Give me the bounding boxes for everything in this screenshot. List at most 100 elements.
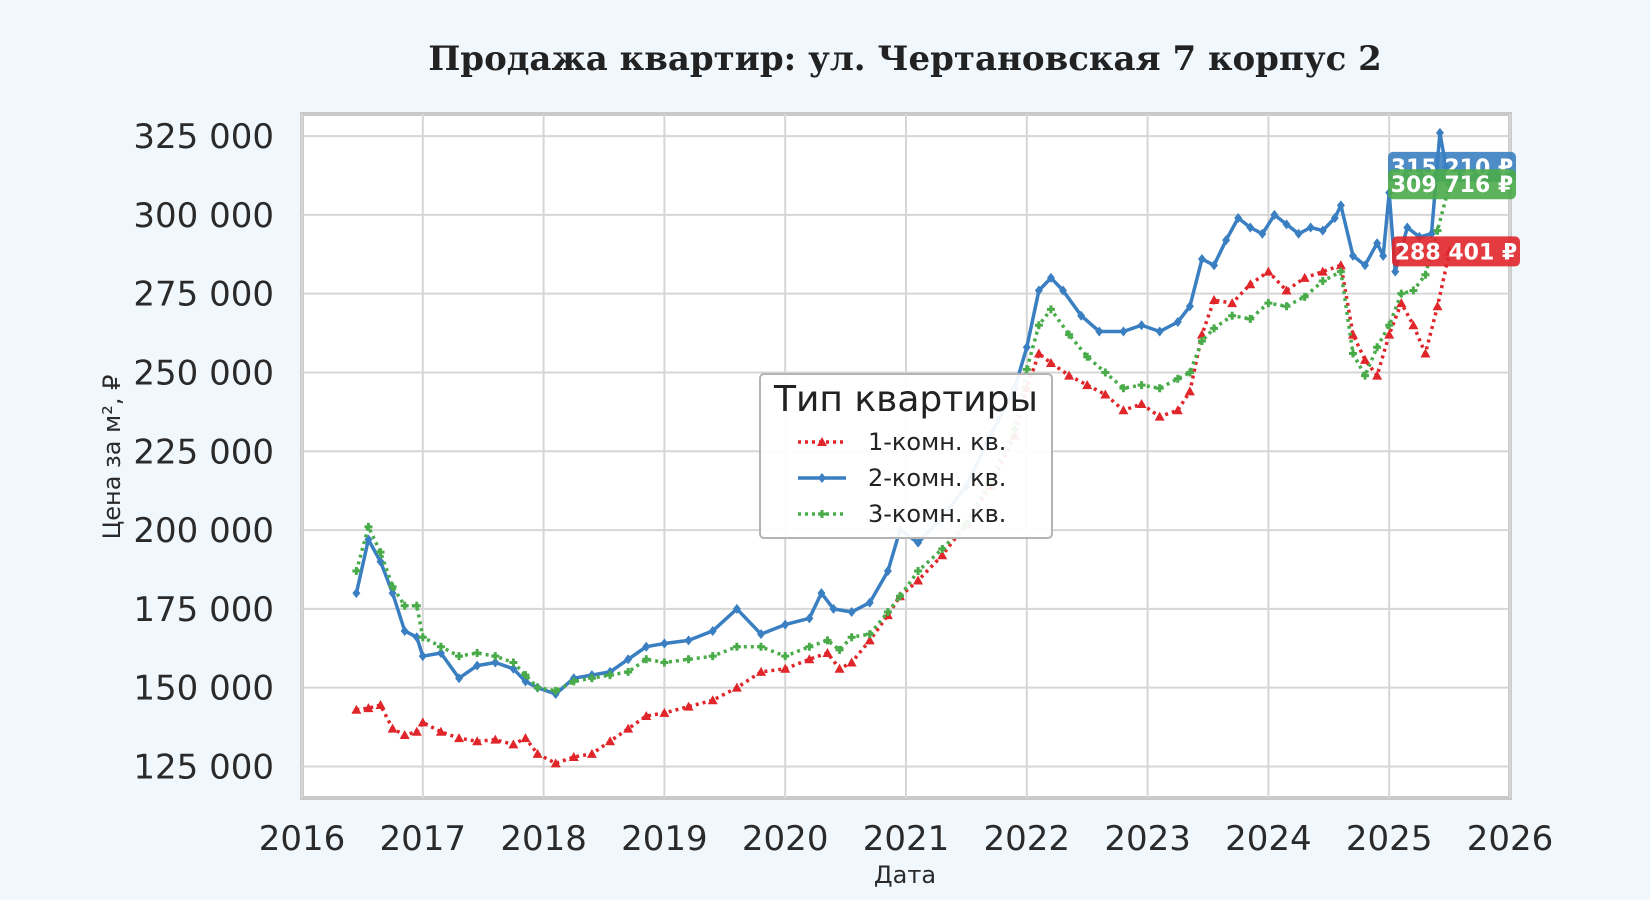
y-tick-label: 175 000 <box>133 590 274 630</box>
data-point <box>817 437 827 446</box>
data-point <box>683 701 694 711</box>
data-point <box>508 739 519 749</box>
data-point <box>1403 222 1412 233</box>
data-point <box>1330 213 1339 224</box>
legend-label: 1-комн. кв. <box>868 428 1006 456</box>
data-point <box>1095 326 1104 337</box>
data-point <box>454 733 465 743</box>
data-point <box>1379 250 1388 261</box>
legend-box <box>759 373 1053 539</box>
data-point <box>520 733 531 743</box>
data-point <box>363 703 374 713</box>
data-point <box>1420 348 1431 358</box>
data-point <box>1210 260 1219 271</box>
data-point <box>1022 342 1031 353</box>
data-point <box>568 752 579 762</box>
data-point <box>865 630 874 639</box>
data-point <box>1077 310 1086 321</box>
x-tick-label: 2023 <box>1104 819 1191 859</box>
data-point <box>399 729 410 739</box>
data-point <box>732 642 741 651</box>
data-point <box>1101 368 1110 377</box>
data-point <box>1264 299 1273 308</box>
data-point <box>937 550 948 560</box>
data-point <box>364 522 373 531</box>
data-point <box>1300 292 1309 301</box>
data-point <box>1245 279 1256 289</box>
data-point <box>1335 260 1346 270</box>
data-point <box>731 682 742 692</box>
data-point <box>1306 222 1315 233</box>
data-point <box>1421 270 1430 279</box>
data-point <box>1336 200 1345 211</box>
data-point <box>1246 222 1255 233</box>
data-point <box>624 667 633 676</box>
data-point <box>1372 370 1383 380</box>
x-tick-label: 2021 <box>863 819 950 859</box>
data-point <box>659 707 670 717</box>
data-point <box>1318 277 1327 286</box>
x-axis-label: Дата <box>874 861 936 889</box>
y-tick-label: 225 000 <box>133 432 274 472</box>
data-point <box>435 726 446 736</box>
data-point <box>1022 365 1031 374</box>
data-point <box>473 660 482 671</box>
data-point <box>624 654 633 665</box>
data-point <box>895 592 904 601</box>
data-point <box>509 658 518 667</box>
data-point <box>1065 330 1074 339</box>
data-point <box>660 638 669 649</box>
x-tick-label: 2017 <box>380 819 467 859</box>
data-point <box>1083 352 1092 361</box>
data-point <box>418 633 427 642</box>
data-point <box>1046 305 1055 314</box>
data-point <box>491 657 500 668</box>
y-tick-label: 125 000 <box>133 747 274 787</box>
data-point <box>400 625 409 636</box>
data-point <box>472 736 483 746</box>
data-point <box>660 658 669 667</box>
data-point <box>1046 272 1055 283</box>
data-point <box>1059 285 1068 296</box>
data-point <box>1155 326 1164 337</box>
data-point <box>707 695 718 705</box>
data-point <box>883 566 892 577</box>
data-point <box>376 548 385 557</box>
data-point <box>708 652 717 661</box>
data-point <box>491 652 500 661</box>
data-point <box>757 642 766 651</box>
legend-item: 1-комн. кв. <box>798 428 1006 456</box>
data-point <box>780 663 791 673</box>
data-point <box>1317 266 1328 276</box>
data-point <box>1033 348 1044 358</box>
data-point <box>1173 317 1182 328</box>
data-point <box>1082 380 1093 390</box>
data-point <box>822 648 833 658</box>
data-point <box>1064 370 1075 380</box>
grid <box>301 114 1511 798</box>
data-point <box>569 677 578 686</box>
legend-label: 3-комн. кв. <box>868 500 1006 528</box>
y-tick-label: 150 000 <box>133 669 274 709</box>
data-point <box>1391 266 1400 277</box>
data-point <box>1361 260 1370 271</box>
data-point <box>1034 321 1043 330</box>
data-point <box>388 582 397 591</box>
data-point <box>834 663 845 673</box>
data-point <box>1270 209 1279 220</box>
legend-title: Тип квартиры <box>773 379 1038 420</box>
data-point <box>1034 285 1043 296</box>
data-point <box>914 567 923 576</box>
x-tick-label: 2024 <box>1225 819 1312 859</box>
data-point <box>509 663 518 674</box>
data-point <box>1384 329 1395 339</box>
data-point <box>1435 127 1444 138</box>
data-point <box>757 629 766 640</box>
data-point <box>1119 326 1128 337</box>
data-point <box>436 648 445 659</box>
data-point <box>1409 286 1418 295</box>
data-point <box>1222 235 1231 246</box>
data-point <box>846 657 857 667</box>
data-point <box>817 588 826 599</box>
